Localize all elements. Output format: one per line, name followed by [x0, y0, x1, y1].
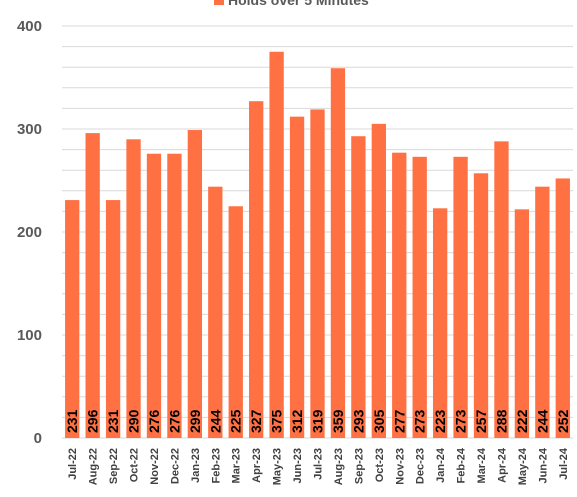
bar — [453, 156, 468, 438]
x-tick-label: Nov-22 — [149, 448, 161, 485]
bar — [85, 133, 100, 438]
x-tick-label: Mar-24 — [476, 447, 488, 483]
data-label: 252 — [555, 409, 571, 433]
x-tick-label: Jan-23 — [190, 448, 202, 483]
data-label: 276 — [146, 409, 162, 433]
data-label: 273 — [412, 409, 428, 433]
data-labels: 231 296 231 290 276 276 299 244 225 327 375 312 319 3… — [64, 409, 571, 433]
bar — [310, 109, 325, 439]
legend-swatch — [214, 0, 224, 5]
y-tick-label: 100 — [17, 327, 42, 344]
x-tick-label: Oct-23 — [374, 448, 386, 482]
bar — [535, 186, 550, 438]
x-tick-label: Sep-22 — [108, 448, 120, 484]
data-label: 312 — [289, 409, 305, 433]
y-tick-label: 0 — [34, 430, 42, 447]
data-label: 222 — [514, 409, 530, 433]
x-tick-label: Oct-22 — [129, 448, 141, 482]
y-tick-label: 200 — [17, 224, 42, 241]
bar — [105, 200, 121, 438]
x-tick-label: Aug-23 — [333, 448, 345, 485]
x-tick-label: Jul-24 — [558, 447, 570, 480]
x-tick-label: Jan-24 — [435, 447, 447, 483]
bar — [65, 200, 80, 438]
x-tick-label: Dec-23 — [415, 448, 427, 484]
y-tick-label: 300 — [17, 121, 42, 138]
legend: Holds over 5 Minutes — [214, 0, 369, 8]
data-label: 257 — [473, 409, 489, 433]
bar — [392, 152, 407, 438]
data-label: 299 — [187, 409, 203, 433]
data-label: 319 — [310, 409, 326, 433]
x-tick-label: Jun-24 — [537, 447, 549, 483]
x-tick-label: May-23 — [272, 448, 284, 485]
x-tick-label: Feb-23 — [210, 448, 222, 483]
x-tick-label: Jul-23 — [313, 448, 325, 480]
data-label: 273 — [453, 409, 469, 433]
bar — [555, 178, 570, 438]
data-label: 223 — [432, 409, 448, 433]
bar — [167, 153, 182, 438]
bar — [289, 116, 305, 438]
x-tick-label: Apr-24 — [496, 447, 508, 483]
x-tick-label: May-24 — [517, 447, 529, 485]
x-tick-label: Mar-23 — [231, 448, 243, 483]
bar — [432, 208, 448, 438]
y-tick-label: 400 — [17, 18, 42, 35]
bar — [249, 101, 264, 438]
data-label: 359 — [330, 409, 346, 433]
x-axis: Jul-22 Aug-22 Sep-22 Oct-22 Nov-22 Dec-22 Jan-… — [67, 447, 570, 485]
data-label: 244 — [207, 409, 223, 433]
x-tick-label: Aug-22 — [88, 448, 100, 485]
data-label: 225 — [228, 409, 244, 433]
x-tick-label: Dec-22 — [169, 448, 181, 484]
data-label: 305 — [371, 409, 387, 433]
bar — [126, 139, 141, 439]
bar — [351, 136, 366, 438]
x-tick-label: Apr-23 — [251, 448, 263, 483]
data-label: 327 — [248, 409, 264, 433]
data-label: 290 — [126, 409, 142, 433]
bar — [228, 206, 243, 438]
x-tick-label: Sep-23 — [353, 448, 365, 484]
bar — [330, 68, 346, 438]
bar — [269, 51, 284, 438]
data-label: 293 — [350, 409, 366, 433]
data-label: 244 — [534, 409, 550, 433]
bar — [208, 186, 223, 438]
x-tick-label: Jun-23 — [292, 448, 304, 483]
x-tick-label: Nov-23 — [394, 448, 406, 485]
bar — [473, 173, 489, 439]
bar — [371, 123, 386, 438]
data-label: 296 — [85, 409, 101, 433]
bar — [494, 141, 509, 439]
x-tick-label: Jul-22 — [67, 448, 79, 480]
x-tick-label: Feb-24 — [456, 447, 468, 483]
bar — [412, 156, 427, 438]
legend-label: Holds over 5 Minutes — [228, 0, 369, 8]
bar — [187, 130, 203, 438]
bars — [65, 51, 570, 439]
data-label: 231 — [105, 409, 121, 433]
data-label: 277 — [391, 409, 407, 433]
data-label: 231 — [64, 409, 80, 433]
bar — [146, 153, 162, 438]
y-axis: 0 100 200 300 400 — [17, 18, 42, 447]
data-label: 288 — [493, 409, 509, 433]
data-label: 375 — [269, 409, 285, 433]
data-label: 276 — [166, 409, 182, 433]
bar — [514, 209, 530, 438]
